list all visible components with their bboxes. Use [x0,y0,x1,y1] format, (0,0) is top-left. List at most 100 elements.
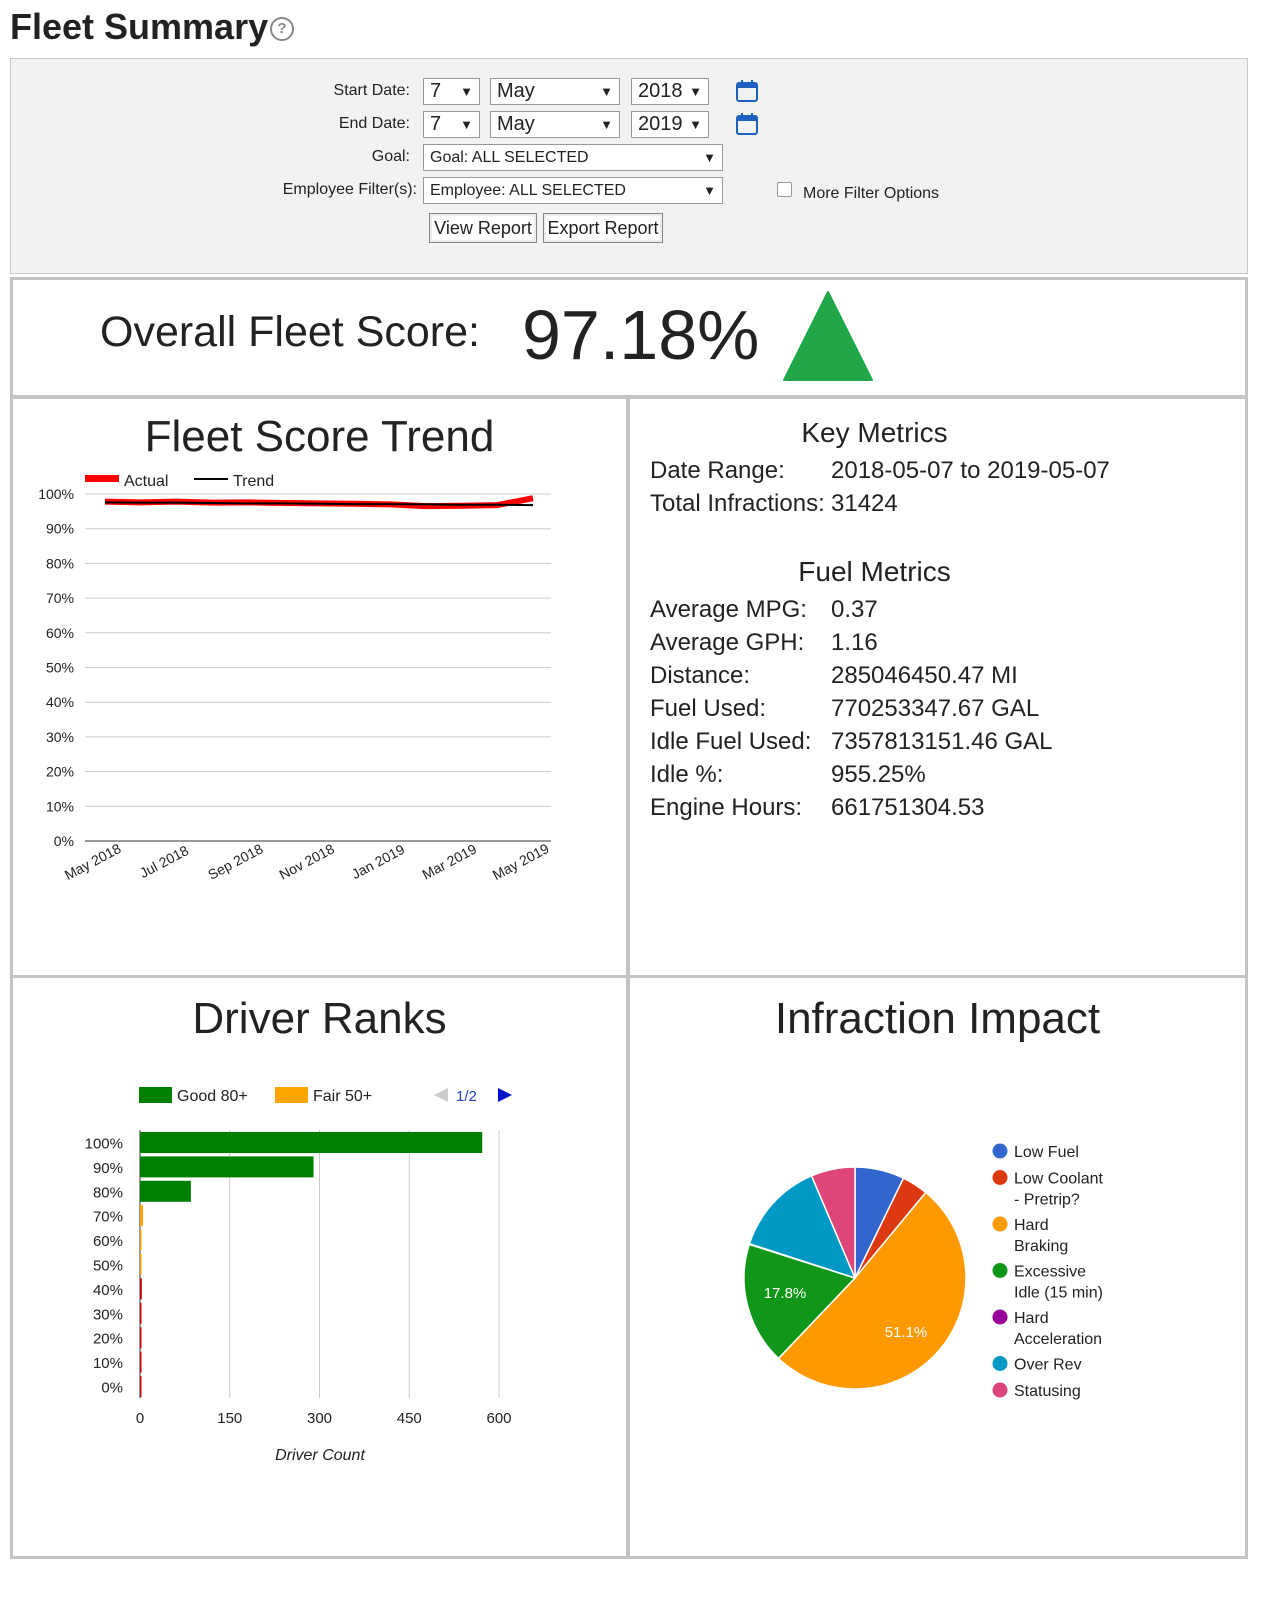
x-tick-label: 450 [397,1410,422,1427]
employee-select[interactable]: Employee: ALL SELECTED ▼ [423,177,723,204]
y-tick-label: 80% [46,555,74,571]
impact-chart-title: Infraction Impact [774,994,1101,1043]
pie-slice [743,1243,857,1360]
key-metrics-title: Key Metrics [801,417,948,448]
x-tick-label: 300 [307,1410,332,1427]
trend-chart-title: Fleet Score Trend [144,412,495,461]
dropdown-arrow-icon: ▼ [703,150,716,165]
fuel-metric-value: 0.37 [831,596,878,623]
legend-actual-label: Actual [124,473,168,490]
key-metric-label: Total Infractions: [650,490,825,517]
employee-filter-label: Employee Filter(s): [282,181,417,198]
fuel-metric-value: 1.16 [831,629,878,656]
fuel-metric-label: Average GPH: [650,629,805,656]
end-month-value: May [497,113,535,135]
export-report-button[interactable]: Export Report [543,213,663,243]
y-tick-label: 60% [46,625,74,641]
y-tick-label: 10% [93,1355,123,1372]
y-tick-label: 30% [46,729,74,745]
fuel-metric-value: 661751304.53 [831,794,985,821]
key-metric-label: Date Range: [650,457,785,484]
view-report-button[interactable]: View Report [429,213,537,243]
help-icon[interactable]: ? [270,17,294,41]
start-month-value: May [497,80,535,102]
legend-label: Hard [1014,1310,1049,1327]
more-filter-checkbox[interactable] [777,182,792,197]
impact-chart: 17.8% 51.1% Low Fuel Low Coolant - Pretrip… [743,1143,1104,1400]
start-calendar-icon[interactable] [736,80,758,102]
end-day-value: 7 [430,113,442,135]
employee-value: Employee: ALL SELECTED [430,182,626,199]
pager-next-icon[interactable] [498,1088,512,1102]
end-day-select[interactable]: 7 ▼ [423,111,480,138]
dropdown-arrow-icon: ▼ [600,84,613,99]
start-month-select[interactable]: May ▼ [490,78,620,105]
legend-trend-label: Trend [233,473,274,490]
dropdown-arrow-icon: ▼ [460,84,473,99]
dropdown-arrow-icon: ▼ [600,117,613,132]
y-tick-label: 0% [54,833,74,849]
fuel-metric-value: 770253347.67 GAL [831,695,1040,722]
y-tick-label: 50% [93,1258,123,1275]
rank-bar [140,1376,142,1397]
end-year-value: 2019 [638,113,683,135]
rank-bar [140,1327,142,1349]
key-metric-value: 2018-05-07 to 2019-05-07 [831,457,1110,484]
rank-bar [140,1156,314,1178]
x-tick-label: Jul 2018 [137,842,191,881]
end-year-select[interactable]: 2019 ▼ [631,111,709,138]
pie-label-excessive-idle: 17.8% [764,1285,807,1302]
rank-bar [140,1180,191,1202]
pie-slice [810,1166,856,1279]
x-tick-label: Nov 2018 [276,840,337,882]
dropdown-arrow-icon: ▼ [703,183,716,198]
more-filter-label[interactable]: More Filter Options [803,185,940,202]
legend-label: Hard [1014,1217,1049,1234]
ranks-chart-title: Driver Ranks [192,994,447,1043]
end-month-select[interactable]: May ▼ [490,111,620,138]
end-date-label: End Date: [338,115,410,132]
goal-value: Goal: ALL SELECTED [430,149,589,166]
legend-label: Over Rev [1014,1357,1082,1374]
legend-label-cont: Acceleration [1014,1331,1102,1348]
start-year-select[interactable]: 2018 ▼ [631,78,709,105]
y-tick-label: 50% [46,660,74,676]
legend-dot [992,1309,1008,1325]
legend-dot [992,1216,1008,1232]
legend-label: Excessive [1014,1264,1086,1281]
pie-label-hard-braking: 51.1% [885,1324,928,1341]
dropdown-arrow-icon: ▼ [689,84,702,99]
y-tick-label: 0% [101,1380,123,1397]
rank-bar [140,1132,483,1153]
rank-bar [140,1302,142,1324]
fuel-metric-label: Idle Fuel Used: [650,728,812,755]
start-day-select[interactable]: 7 ▼ [423,78,480,105]
legend-dot [992,1143,1008,1159]
fuel-metric-label: Average MPG: [650,596,807,623]
goal-label: Goal: [371,148,410,165]
legend-good-swatch [139,1087,172,1103]
legend-good-label: Good 80+ [177,1088,248,1105]
legend-dot [992,1170,1008,1185]
y-tick-label: 90% [46,521,74,537]
fuel-metric-label: Fuel Used: [650,695,767,722]
fuel-metric-value: 285046450.47 MI [831,662,1018,689]
y-tick-label: 20% [93,1331,123,1348]
dropdown-arrow-icon: ▼ [460,117,473,132]
legend-dot [992,1382,1008,1398]
goal-select[interactable]: Goal: ALL SELECTED ▼ [423,144,723,171]
rank-bar [140,1229,142,1251]
up-triangle-icon [783,291,873,381]
pager-prev-icon[interactable] [434,1088,448,1102]
y-tick-label: 100% [38,486,74,502]
y-tick-label: 70% [46,590,74,606]
fuel-metrics-title: Fuel Metrics [798,556,951,587]
score-value: 97.18% [522,296,760,374]
rank-bar [140,1278,142,1300]
end-calendar-icon[interactable] [736,113,758,135]
x-tick-label: 150 [217,1410,242,1427]
y-tick-label: 70% [93,1209,123,1226]
ranks-chart: Good 80+ Fair 50+ 1/2 0 150 300 450 600 100% 9… [85,1087,512,1464]
x-tick-label: Mar 2019 [419,841,479,883]
trend-panel [10,396,629,978]
